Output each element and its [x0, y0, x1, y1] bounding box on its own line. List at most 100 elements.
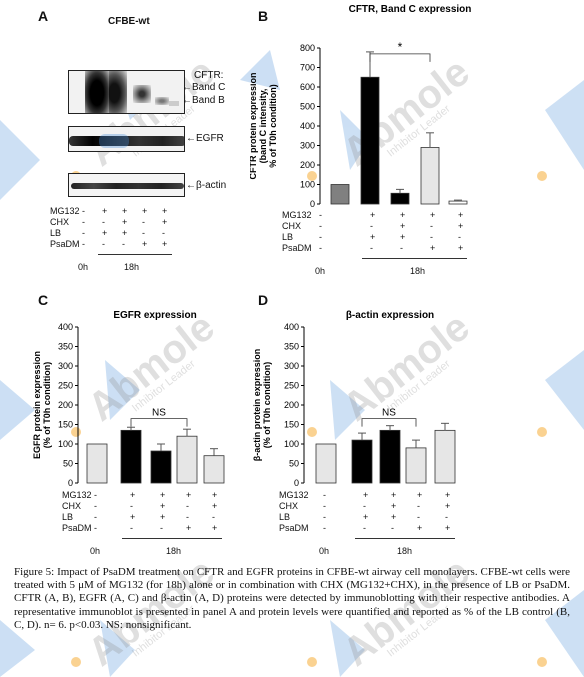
treatment-row-label: LB — [282, 232, 294, 242]
y-tick-label: 300 — [300, 141, 315, 151]
y-tick-label: 100 — [58, 439, 73, 449]
y-tick-label: 0 — [68, 478, 73, 488]
y-axis-label: % of T0h condition) — [268, 84, 278, 168]
treatment-sign: - — [160, 523, 163, 533]
bar — [448, 200, 468, 205]
y-tick-label: 400 — [284, 322, 299, 332]
y-axis-label: CFTR protein expression — [250, 72, 258, 179]
treatment-sign: - — [162, 228, 165, 238]
treatment-sign: - — [370, 221, 373, 231]
treatment-sign: + — [212, 523, 218, 533]
significance-bracket — [369, 53, 431, 62]
treatment-sign: - — [391, 523, 394, 533]
y-tick-label: 100 — [284, 439, 299, 449]
treatment-sign: - — [323, 490, 326, 500]
y-axis-label: β-actin protein expression — [252, 349, 262, 462]
treatment-sign: + — [102, 206, 108, 216]
time-label: 0h — [78, 262, 89, 272]
treatment-row-label: MG132 — [282, 210, 312, 220]
treatment-sign: - — [82, 228, 85, 238]
treatment-row-label: CHX — [62, 501, 82, 511]
panel-c-letter: C — [38, 292, 49, 308]
y-tick-label: 300 — [284, 361, 299, 371]
treatment-sign: - — [94, 512, 97, 522]
time-bracket — [98, 254, 172, 255]
blot-beta-actin — [68, 173, 185, 197]
treatment-sign: + — [391, 490, 397, 500]
y-tick-label: 0 — [310, 199, 315, 209]
treatment-sign: + — [458, 221, 464, 231]
chart-beta-actin: β-actin expression β-actin protein expres… — [252, 310, 456, 488]
treatment-table-d: MG132- + + + + CHX - - + - + LB - + + - - PsaDM - - - + +0h 18h — [279, 490, 479, 560]
treatment-sign: - — [430, 221, 433, 231]
treatment-sign: + — [363, 490, 369, 500]
treatment-sign: + — [142, 206, 148, 216]
treatment-sign: + — [102, 228, 108, 238]
treatment-sign: + — [363, 512, 369, 522]
y-tick-label: 50 — [63, 459, 73, 469]
y-tick-label: 300 — [58, 361, 73, 371]
treatment-row-label: LB — [62, 512, 74, 522]
y-tick-label: 150 — [58, 420, 73, 430]
treatment-sign: + — [122, 228, 128, 238]
treatment-sign: - — [319, 232, 322, 242]
bar — [405, 447, 427, 484]
treatment-sign: + — [122, 217, 128, 227]
y-tick-label: 200 — [300, 160, 315, 170]
time-bracket — [355, 538, 455, 539]
treatment-sign: - — [212, 512, 215, 522]
treatment-sign: - — [370, 243, 373, 253]
treatment-row-label: CHX — [50, 217, 70, 227]
time-label: 18h — [124, 262, 140, 272]
bar — [360, 76, 380, 205]
treatment-sign: - — [417, 512, 420, 522]
y-tick-label: 200 — [58, 400, 73, 410]
treatment-sign: - — [122, 239, 125, 249]
treatment-sign: - — [102, 239, 105, 249]
chart-cftr-band-c: CFTR, Band C expression CFTR protein expr… — [250, 4, 471, 209]
treatment-sign: + — [445, 501, 451, 511]
time-label: 0h — [315, 266, 326, 276]
blot-egfr — [68, 126, 185, 152]
treatment-sign: + — [160, 512, 166, 522]
blot-cftr — [68, 70, 185, 114]
treatment-sign: - — [102, 217, 105, 227]
y-axis-label: (% of T0h condition) — [42, 362, 52, 448]
treatment-sign: - — [319, 210, 322, 220]
treatment-sign: + — [391, 512, 397, 522]
panel-a-title: CFBE-wt — [108, 16, 150, 27]
bar — [379, 429, 401, 484]
time-label: 18h — [166, 546, 182, 556]
treatment-sign: - — [445, 512, 448, 522]
treatment-sign: - — [130, 523, 133, 533]
treatment-sign: + — [130, 490, 136, 500]
treatment-sign: + — [162, 206, 168, 216]
y-tick-label: 250 — [58, 381, 73, 391]
y-tick-label: 50 — [289, 459, 299, 469]
chart-egfr: EGFR expression EGFR protein expression (%… — [32, 310, 225, 488]
y-tick-label: 400 — [300, 121, 315, 131]
treatment-sign: - — [400, 243, 403, 253]
treatment-row-label: PsaDM — [62, 523, 92, 533]
y-axis-label: EGFR protein expression — [32, 351, 42, 459]
treatment-sign: - — [323, 512, 326, 522]
y-tick-label: 0 — [294, 478, 299, 488]
bar — [203, 455, 225, 484]
treatment-sign: - — [458, 232, 461, 242]
bar — [390, 192, 410, 205]
bar — [150, 450, 172, 484]
treatment-sign: + — [186, 523, 192, 533]
time-label: 0h — [90, 546, 101, 556]
y-tick-label: 800 — [300, 43, 315, 53]
treatment-sign: - — [94, 501, 97, 511]
significance-label: * — [398, 40, 403, 54]
treatment-sign: - — [186, 501, 189, 511]
bar — [351, 439, 373, 484]
treatment-row-label: MG132 — [50, 206, 80, 216]
blot-label-band-c: ←Band C — [182, 82, 226, 93]
time-label: 0h — [319, 546, 330, 556]
treatment-row-label: PsaDM — [282, 243, 312, 253]
treatment-sign: + — [212, 490, 218, 500]
panel-b-letter: B — [258, 8, 269, 24]
treatment-sign: - — [130, 501, 133, 511]
